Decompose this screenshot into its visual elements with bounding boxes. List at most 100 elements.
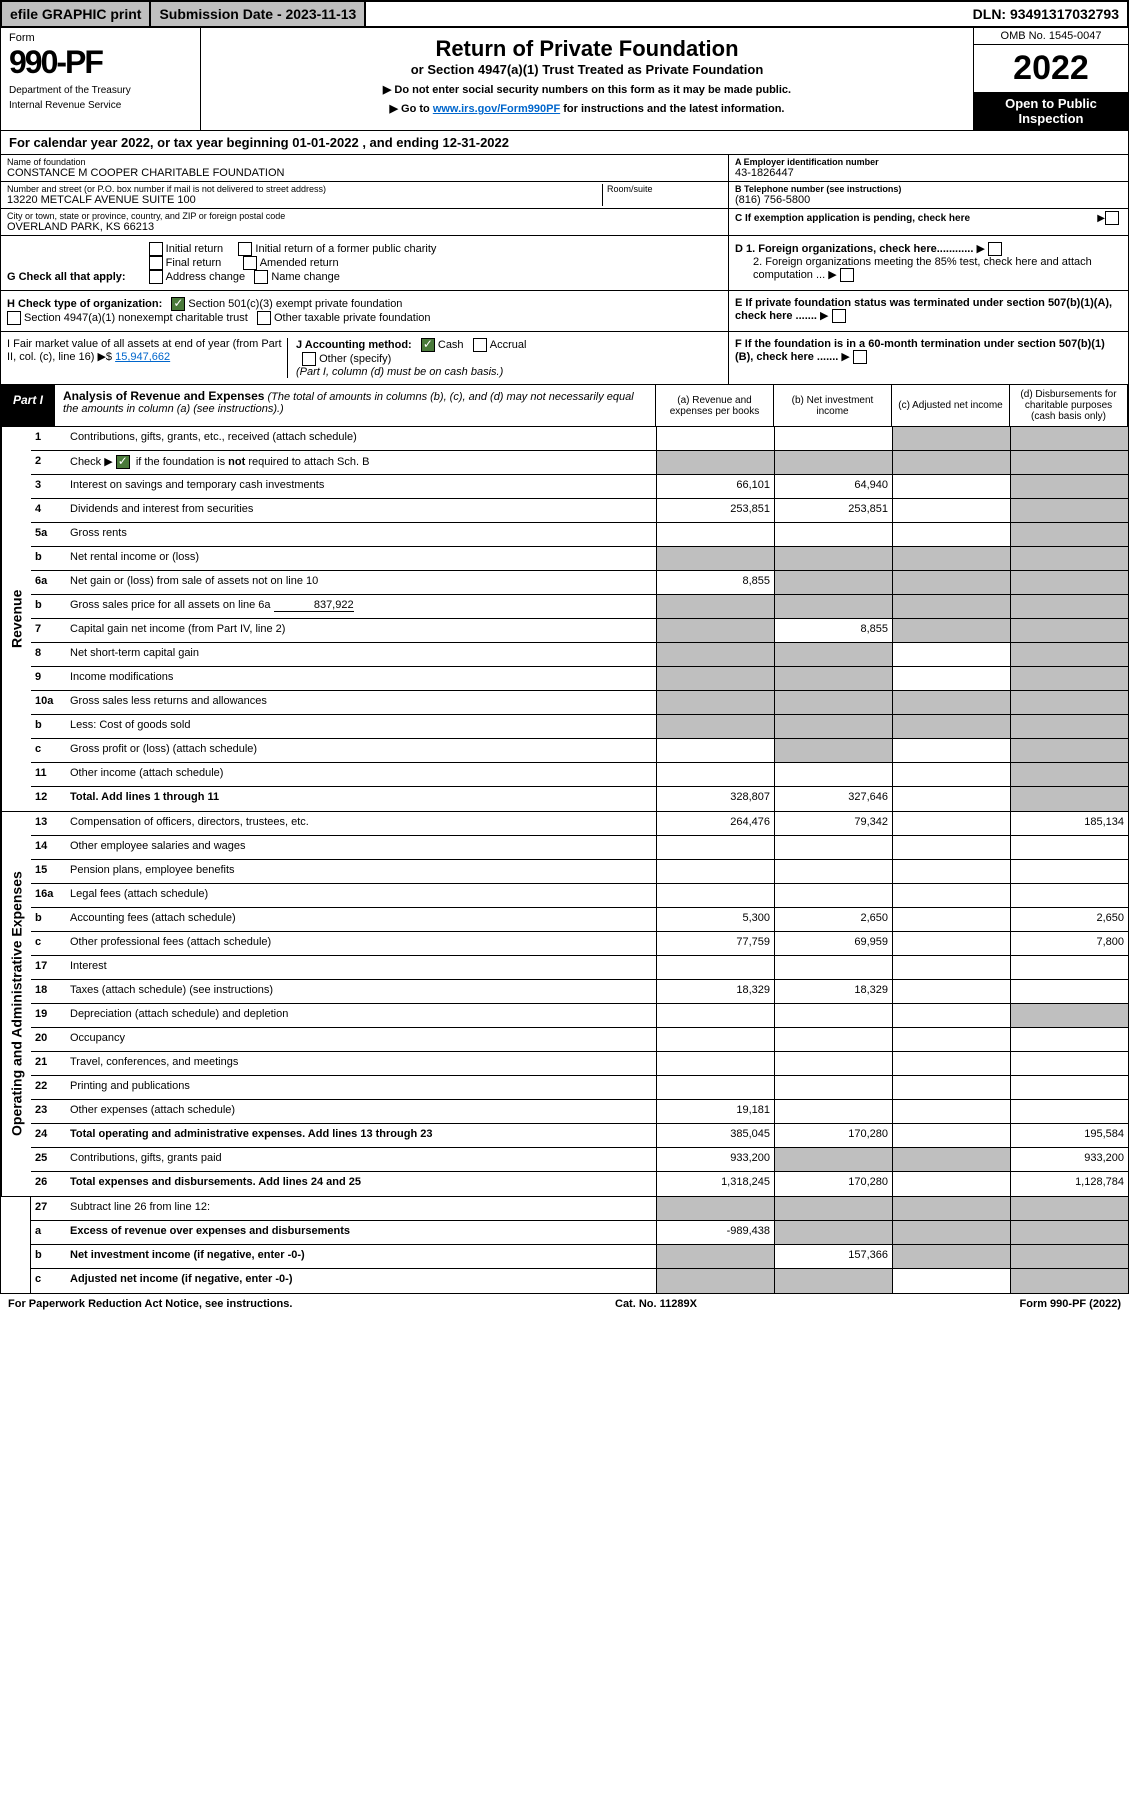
col-d-value: 933,200 xyxy=(1010,1148,1128,1171)
other-method-checkbox[interactable] xyxy=(302,352,316,366)
501c3-checkbox[interactable] xyxy=(171,297,185,311)
accrual-checkbox[interactable] xyxy=(473,338,487,352)
col-b-value xyxy=(774,643,892,666)
col-a-value xyxy=(656,691,774,714)
line-description: Net gain or (loss) from sale of assets n… xyxy=(66,571,656,594)
exemption-pending-cell: C If exemption application is pending, c… xyxy=(729,209,1128,227)
60month-checkbox[interactable] xyxy=(853,350,867,364)
line-number: b xyxy=(31,595,66,618)
4947-checkbox[interactable] xyxy=(7,311,21,325)
line-description: Adjusted net income (if negative, enter … xyxy=(66,1269,656,1293)
line-number: 16a xyxy=(31,884,66,907)
col-c-value xyxy=(892,1197,1010,1220)
col-d-value xyxy=(1010,1004,1128,1027)
line-description: Net short-term capital gain xyxy=(66,643,656,666)
foreign-org-checkbox[interactable] xyxy=(988,242,1002,256)
col-b-value xyxy=(774,451,892,474)
col-b-value xyxy=(774,1197,892,1220)
col-d-value xyxy=(1010,956,1128,979)
col-c-value xyxy=(892,547,1010,570)
col-c-value xyxy=(892,1004,1010,1027)
col-a-value xyxy=(656,1197,774,1220)
ein-cell: A Employer identification number 43-1826… xyxy=(729,155,1128,182)
table-row: 2Check ▶ if the foundation is not requir… xyxy=(31,451,1128,475)
col-d-header: (d) Disbursements for charitable purpose… xyxy=(1010,385,1128,426)
efile-print-button[interactable]: efile GRAPHIC print xyxy=(2,2,151,26)
col-c-header: (c) Adjusted net income xyxy=(892,385,1010,426)
omb-number: OMB No. 1545-0047 xyxy=(974,28,1128,45)
col-c-value xyxy=(892,1269,1010,1293)
address-change-checkbox[interactable] xyxy=(149,270,163,284)
col-c-value xyxy=(892,619,1010,642)
open-public-badge: Open to Public Inspection xyxy=(974,92,1128,130)
terminated-checkbox[interactable] xyxy=(832,309,846,323)
line-description: Capital gain net income (from Part IV, l… xyxy=(66,619,656,642)
cash-checkbox[interactable] xyxy=(421,338,435,352)
col-a-value: 19,181 xyxy=(656,1100,774,1123)
line-number: b xyxy=(31,547,66,570)
top-bar: efile GRAPHIC print Submission Date - 20… xyxy=(0,0,1129,28)
foundation-name-cell: Name of foundation CONSTANCE M COOPER CH… xyxy=(1,155,728,182)
col-c-value xyxy=(892,763,1010,786)
col-a-value xyxy=(656,643,774,666)
form-title: Return of Private Foundation xyxy=(209,36,965,62)
col-c-value xyxy=(892,860,1010,883)
line-number: 26 xyxy=(31,1172,66,1196)
table-row: 23Other expenses (attach schedule)19,181 xyxy=(31,1100,1128,1124)
address-cell: Number and street (or P.O. box number if… xyxy=(1,182,728,209)
column-headers: (a) Revenue and expenses per books (b) N… xyxy=(655,385,1128,426)
line-description: Other expenses (attach schedule) xyxy=(66,1100,656,1123)
line-description: Net rental income or (loss) xyxy=(66,547,656,570)
fmv-value[interactable]: 15,947,662 xyxy=(115,351,170,363)
col-a-value xyxy=(656,1076,774,1099)
col-d-value xyxy=(1010,1269,1128,1293)
j-label: J Accounting method: xyxy=(296,339,412,351)
col-c-value xyxy=(892,643,1010,666)
line-number: 8 xyxy=(31,643,66,666)
table-row: 9Income modifications xyxy=(31,667,1128,691)
col-d-value: 185,134 xyxy=(1010,812,1128,835)
former-charity-checkbox[interactable] xyxy=(238,242,252,256)
revenue-table: Revenue 1Contributions, gifts, grants, e… xyxy=(0,427,1129,812)
line-number: 6a xyxy=(31,571,66,594)
col-c-value xyxy=(892,715,1010,738)
col-a-value xyxy=(656,1052,774,1075)
other-taxable-checkbox[interactable] xyxy=(257,311,271,325)
part1-title: Analysis of Revenue and Expenses (The to… xyxy=(55,385,655,426)
table-row: bAccounting fees (attach schedule)5,3002… xyxy=(31,908,1128,932)
line-description: Other professional fees (attach schedule… xyxy=(66,932,656,955)
col-a-value xyxy=(656,547,774,570)
col-a-value: 264,476 xyxy=(656,812,774,835)
foreign-85-checkbox[interactable] xyxy=(840,268,854,282)
submission-date: Submission Date - 2023-11-13 xyxy=(151,2,366,26)
line-number: 13 xyxy=(31,812,66,835)
section-g-row: G Check all that apply: Initial return I… xyxy=(0,236,1129,291)
exemption-checkbox[interactable] xyxy=(1105,211,1119,225)
col-c-value xyxy=(892,812,1010,835)
table-row: 16aLegal fees (attach schedule) xyxy=(31,884,1128,908)
table-row: cAdjusted net income (if negative, enter… xyxy=(31,1269,1128,1293)
table-row: 11Other income (attach schedule) xyxy=(31,763,1128,787)
irs-link[interactable]: www.irs.gov/Form990PF xyxy=(433,103,560,115)
col-c-value xyxy=(892,571,1010,594)
amended-return-checkbox[interactable] xyxy=(243,256,257,270)
line-number: 1 xyxy=(31,427,66,450)
col-c-value xyxy=(892,787,1010,811)
initial-return-checkbox[interactable] xyxy=(149,242,163,256)
col-c-value xyxy=(892,667,1010,690)
col-a-header: (a) Revenue and expenses per books xyxy=(656,385,774,426)
line-number: 25 xyxy=(31,1148,66,1171)
col-c-value xyxy=(892,1076,1010,1099)
line-description: Accounting fees (attach schedule) xyxy=(66,908,656,931)
col-a-value xyxy=(656,1269,774,1293)
name-change-checkbox[interactable] xyxy=(254,270,268,284)
col-d-value xyxy=(1010,1100,1128,1123)
col-c-value xyxy=(892,451,1010,474)
col-a-value xyxy=(656,667,774,690)
col-c-value xyxy=(892,595,1010,618)
col-c-value xyxy=(892,1221,1010,1244)
final-return-checkbox[interactable] xyxy=(149,256,163,270)
form-label: Form xyxy=(9,32,192,44)
line-number: 19 xyxy=(31,1004,66,1027)
paperwork-notice: For Paperwork Reduction Act Notice, see … xyxy=(8,1298,292,1310)
